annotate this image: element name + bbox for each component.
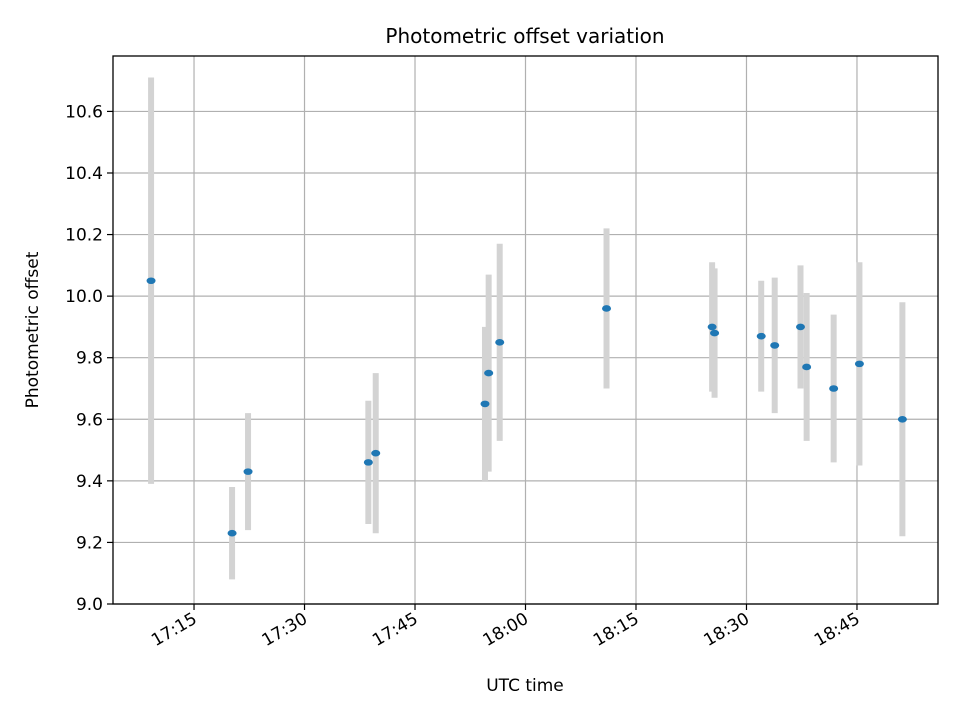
- data-point: [371, 449, 381, 457]
- data-point: [602, 305, 612, 312]
- data-point: [495, 339, 505, 346]
- y-tick-label: 9.2: [76, 533, 103, 553]
- data-point: [802, 363, 812, 371]
- y-tick-label: 9.8: [76, 349, 103, 369]
- point-layer: [146, 277, 907, 537]
- data-point: [480, 400, 490, 408]
- data-point: [707, 323, 717, 331]
- data-point: [770, 342, 780, 349]
- y-axis-title: Photometric offset: [23, 251, 43, 408]
- data-point: [146, 277, 156, 285]
- y-tick-label: 10.2: [65, 226, 103, 246]
- data-point: [363, 459, 373, 466]
- chart-title: Photometric offset variation: [385, 24, 664, 48]
- y-tick-label: 10.6: [65, 102, 103, 122]
- data-point: [227, 529, 237, 537]
- y-tick-label: 10.4: [65, 164, 103, 184]
- data-point: [829, 385, 839, 392]
- data-point: [796, 323, 805, 331]
- data-point: [854, 360, 864, 368]
- y-tick-label: 9.6: [76, 410, 103, 430]
- y-tick-label: 9.4: [76, 472, 103, 492]
- x-axis-title: UTC time: [486, 676, 564, 696]
- data-point: [897, 415, 907, 423]
- y-tick-label: 10.0: [65, 287, 103, 307]
- y-tick-label: 9.0: [76, 595, 103, 615]
- data-point: [484, 369, 494, 377]
- data-point: [710, 329, 720, 337]
- data-point: [756, 332, 766, 340]
- data-point: [243, 468, 253, 475]
